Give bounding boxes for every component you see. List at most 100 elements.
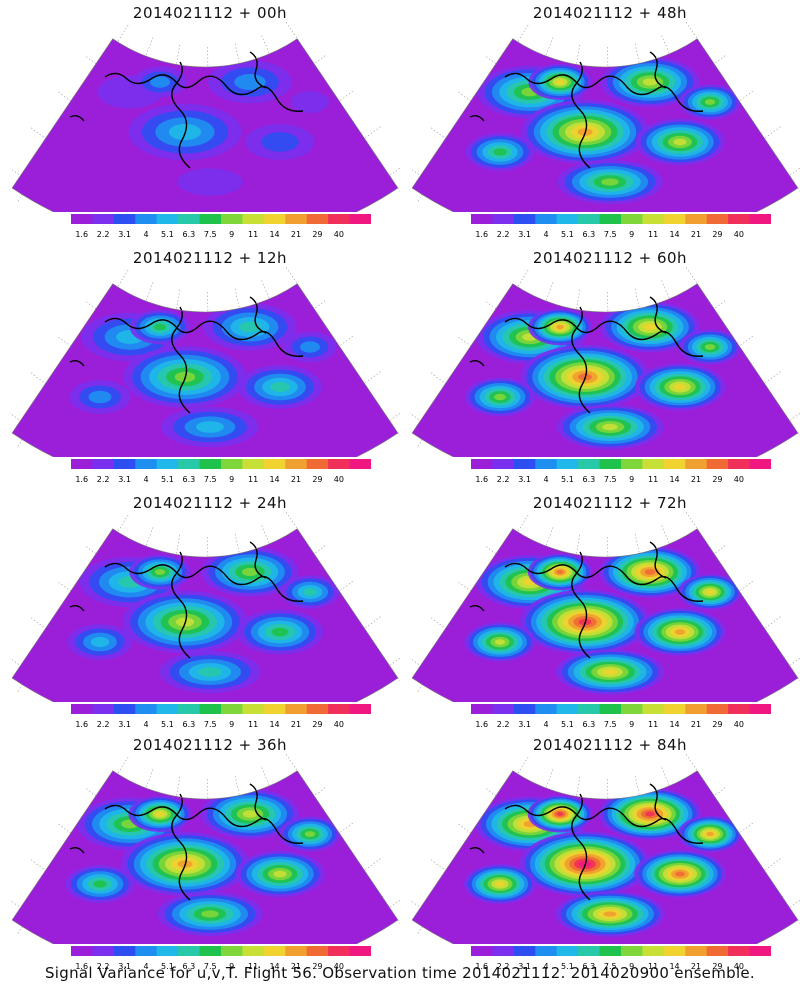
colorbar-swatch <box>135 214 158 224</box>
colorbar-tick-label: 14 <box>669 475 680 484</box>
colorbar-swatch <box>728 459 751 469</box>
colorbar-tick-label: 21 <box>690 230 702 239</box>
colorbar-swatch <box>685 704 708 714</box>
colorbar-swatch <box>535 459 558 469</box>
colorbar-swatch <box>663 946 686 956</box>
colorbar-labels: 1.6 2.2 3.1 4 5.1 6.3 7.5 9 11 14 21 29 40 <box>410 230 800 242</box>
colorbar-swatch <box>642 704 665 714</box>
colorbar-tick-label: 4 <box>543 962 549 971</box>
colorbar-tick-label: 2.2 <box>96 720 110 729</box>
colorbar-swatch <box>685 459 708 469</box>
colorbar-swatch <box>156 214 179 224</box>
colorbar-swatch <box>285 214 308 224</box>
coastline <box>69 783 304 901</box>
colorbar-swatch <box>621 459 643 469</box>
colorbar-tick-label: 5.1 <box>161 720 174 729</box>
colorbar-swatch <box>621 214 643 224</box>
colorbar-swatch <box>92 214 115 224</box>
colorbar-swatch <box>471 946 493 956</box>
variance-map <box>410 512 800 702</box>
colorbar-swatch <box>285 946 308 956</box>
colorbar-swatch <box>349 459 371 469</box>
colorbar-tick-label: 21 <box>290 475 302 484</box>
forecast-panel-00h: 2014021112 + 00h 1.6 2.2 3.1 4 5.1 6.3 7.5 9 11 1… <box>10 0 410 245</box>
colorbar-swatch <box>135 946 158 956</box>
colorbar-swatch <box>199 704 222 714</box>
colorbar-tick-label: 4 <box>543 475 549 484</box>
colorbar-swatch <box>242 214 265 224</box>
variance-field <box>12 770 398 944</box>
variance-map <box>10 267 400 457</box>
colorbar-swatch <box>328 459 351 469</box>
colorbar-swatch <box>71 214 93 224</box>
colorbar-tick-label: 7.5 <box>203 720 217 729</box>
colorbar <box>471 214 771 224</box>
colorbar-swatch <box>513 214 536 224</box>
colorbar-swatch <box>92 946 115 956</box>
colorbar-tick-label: 1.6 <box>75 720 89 729</box>
colorbar-tick-label: 6.3 <box>182 230 196 239</box>
map-outline <box>411 283 799 457</box>
colorbar-tick-label: 7.5 <box>603 962 617 971</box>
colorbar-swatch <box>513 459 536 469</box>
colorbar-tick-label: 14 <box>269 720 280 729</box>
colorbar-tick-label: 11 <box>248 962 259 971</box>
colorbar <box>71 214 371 224</box>
colorbar-swatch <box>113 214 136 224</box>
colorbar-labels: 1.6 2.2 3.1 4 5.1 6.3 7.5 9 11 14 21 29 40 <box>10 475 410 487</box>
colorbar-swatch <box>221 946 243 956</box>
colorbar-swatch <box>263 214 286 224</box>
colorbar-tick-label: 2.2 <box>96 962 110 971</box>
coastline <box>69 541 304 659</box>
panel-title: 2014021112 + 48h <box>532 4 688 22</box>
colorbar-swatch <box>471 459 493 469</box>
colorbar-labels: 1.6 2.2 3.1 4 5.1 6.3 7.5 9 11 14 21 29 40 <box>10 720 410 732</box>
colorbar-swatch <box>242 459 265 469</box>
colorbar-swatch <box>556 946 579 956</box>
colorbar-labels: 1.6 2.2 3.1 4 5.1 6.3 7.5 9 11 14 21 29 40 <box>10 230 410 242</box>
colorbar-swatch <box>578 214 601 224</box>
colorbar-swatch <box>492 946 515 956</box>
colorbar-swatch <box>71 459 93 469</box>
colorbar <box>71 704 371 714</box>
variance-field <box>12 38 398 212</box>
colorbar-tick-label: 29 <box>312 720 323 729</box>
panel-title: 2014021112 + 24h <box>132 494 288 512</box>
colorbar-labels: 1.6 2.2 3.1 4 5.1 6.3 7.5 9 11 14 21 29 40 <box>410 962 800 974</box>
colorbar-tick-label: 14 <box>669 720 680 729</box>
variance-map <box>410 754 800 944</box>
colorbar-tick-label: 29 <box>712 230 723 239</box>
colorbar-tick-label: 14 <box>669 230 680 239</box>
colorbar-swatch <box>285 704 308 714</box>
colorbar-swatch <box>349 214 371 224</box>
colorbar-swatch <box>178 214 201 224</box>
colorbar-swatch <box>306 214 329 224</box>
colorbar-tick-label: 6.3 <box>182 720 196 729</box>
variance-map <box>10 754 400 944</box>
colorbar-swatch <box>599 459 622 469</box>
colorbar-swatch <box>349 946 371 956</box>
colorbar-swatch <box>685 946 708 956</box>
variance-field <box>12 283 398 457</box>
colorbar-tick-label: 5.1 <box>161 475 174 484</box>
colorbar-tick-label: 7.5 <box>203 475 217 484</box>
colorbar-tick-label: 1.6 <box>475 475 489 484</box>
colorbar-tick-label: 21 <box>290 962 302 971</box>
colorbar-tick-label: 9 <box>229 230 235 239</box>
colorbar-tick-label: 9 <box>229 475 235 484</box>
colorbar-swatch <box>199 459 222 469</box>
colorbar-tick-label: 9 <box>629 230 635 239</box>
colorbar-swatch <box>578 946 601 956</box>
colorbar-tick-label: 1.6 <box>75 475 89 484</box>
colorbar-swatch <box>492 459 515 469</box>
colorbar-swatch <box>728 704 751 714</box>
colorbar-tick-label: 4 <box>143 230 149 239</box>
colorbar-swatch <box>349 704 371 714</box>
colorbar-tick-label: 9 <box>229 720 235 729</box>
colorbar <box>71 459 371 469</box>
colorbar-tick-label: 11 <box>248 720 259 729</box>
colorbar-swatch <box>749 704 771 714</box>
colorbar-tick-label: 4 <box>143 962 149 971</box>
colorbar-swatch <box>92 459 115 469</box>
colorbar-swatch <box>556 214 579 224</box>
